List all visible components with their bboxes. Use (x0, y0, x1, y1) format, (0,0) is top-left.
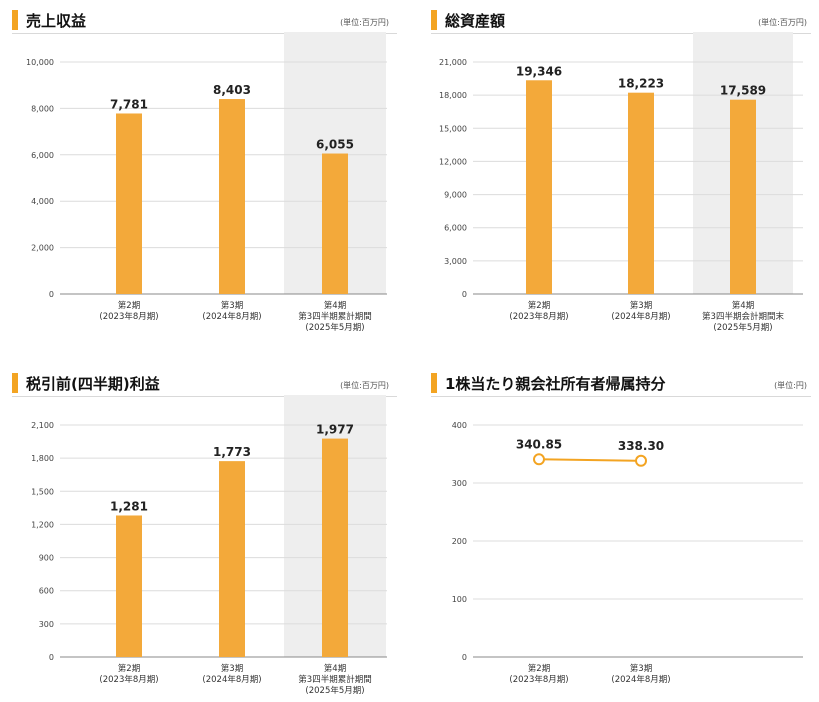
chart-title: 売上収益 (26, 12, 87, 30)
y-tick-label: 2,100 (31, 421, 54, 430)
category-label: (2023年8月期) (99, 311, 158, 322)
category-label: 第2期 (528, 300, 550, 311)
total-assets-bar-chart: 0 3,000 6,000 9,000 12,000 15,000 18,000 21,000… (439, 32, 803, 333)
data-label: 6,055 (316, 138, 354, 152)
category-label: 第3期 (221, 300, 243, 311)
equity-per-share-line-chart: 0 100 200 300 400 340.85 338.30 第2期(2023年8月期) 第3… (452, 421, 803, 685)
category-label: (2025年5月期) (305, 685, 364, 696)
y-tick-label: 21,000 (439, 58, 467, 67)
y-tick-label: 3,000 (444, 257, 467, 266)
bar (322, 153, 348, 294)
y-tick-label: 0 (49, 653, 54, 662)
data-label: 1,977 (316, 423, 354, 437)
data-label: 1,281 (110, 499, 148, 513)
y-tick-label: 8,000 (31, 104, 54, 113)
unit-label: (単位:百万円) (340, 381, 389, 390)
category-label: (2025年5月期) (713, 322, 772, 333)
category-label: 第3期 (630, 663, 652, 674)
category-label: (2024年8月期) (611, 311, 670, 322)
y-tick-label: 1,500 (31, 487, 54, 496)
chart-panel-equity-per-share: 1株当たり親会社所有者帰属持分 (単位:円) 0 100 200 300 400 340.… (431, 371, 811, 699)
y-tick-label: 2,000 (31, 244, 54, 253)
y-tick-label: 300 (452, 479, 467, 488)
data-point (635, 454, 647, 467)
y-tick-label: 15,000 (439, 124, 467, 133)
category-label: (2023年8月期) (509, 674, 568, 685)
data-label: 17,589 (720, 84, 766, 98)
category-label: 第2期 (118, 663, 140, 674)
y-tick-label: 9,000 (444, 191, 467, 200)
bar (730, 99, 756, 294)
title-divider (12, 33, 397, 34)
y-tick-label: 600 (39, 587, 54, 596)
category-label: (2024年8月期) (202, 674, 261, 685)
revenue-bar-chart: 0 2,000 4,000 6,000 8,000 10,000 7,781 8,403 6,0… (26, 32, 387, 333)
chart-title: 1株当たり親会社所有者帰属持分 (445, 375, 666, 393)
y-tick-label: 18,000 (439, 91, 467, 100)
y-tick-label: 100 (452, 595, 467, 604)
category-label: (2023年8月期) (99, 674, 158, 685)
category-label: 第3期 (630, 300, 652, 311)
chart-panel-revenue: 売上収益 (単位:百万円) 0 2,000 4,000 6,000 8,000 10,00… (12, 8, 397, 348)
data-label: 19,346 (516, 64, 562, 78)
y-tick-label: 300 (39, 620, 54, 629)
y-tick-label: 1,200 (31, 520, 54, 529)
y-tick-label: 10,000 (26, 58, 54, 67)
category-label: 第4期 (324, 300, 346, 311)
y-tick-label: 12,000 (439, 157, 467, 166)
title-divider (12, 396, 397, 397)
data-label: 18,223 (618, 77, 664, 91)
y-tick-label: 200 (452, 537, 467, 546)
title-divider (431, 33, 811, 34)
category-label: 第3期 (221, 663, 243, 674)
y-tick-label: 6,000 (444, 224, 467, 233)
bar (219, 461, 245, 657)
unit-label: (単位:百万円) (340, 18, 389, 27)
category-label: (2023年8月期) (509, 311, 568, 322)
data-label: 7,781 (110, 97, 148, 111)
chart-title: 総資産額 (445, 12, 506, 30)
y-tick-label: 400 (452, 421, 467, 430)
y-tick-label: 0 (462, 290, 467, 299)
title-accent-bar (12, 373, 18, 393)
title-accent-bar (431, 373, 437, 393)
unit-label: (単位:百万円) (758, 18, 807, 27)
data-label: 338.30 (618, 439, 664, 453)
category-label: (2024年8月期) (611, 674, 670, 685)
title-accent-bar (12, 10, 18, 30)
y-tick-label: 4,000 (31, 197, 54, 206)
chart-panel-pretax-profit: 税引前(四半期)利益 (単位:百万円) 0 300 600 900 1,200 1,500… (12, 371, 397, 699)
data-label: 8,403 (213, 83, 251, 97)
category-label: 第3四半期累計期間 (298, 674, 371, 685)
category-label: 第4期 (732, 300, 754, 311)
y-tick-label: 6,000 (31, 151, 54, 160)
bar (526, 80, 552, 294)
y-tick-label: 0 (49, 290, 54, 299)
data-label: 1,773 (213, 445, 251, 459)
chart-title: 税引前(四半期)利益 (26, 375, 160, 393)
title-divider (431, 396, 811, 397)
data-point (533, 453, 545, 466)
category-label: 第3四半期会計期間末 (702, 311, 784, 322)
category-label: (2024年8月期) (202, 311, 261, 322)
title-accent-bar (431, 10, 437, 30)
category-label: 第2期 (528, 663, 550, 674)
category-label: 第2期 (118, 300, 140, 311)
bar (116, 515, 142, 657)
category-label: 第4期 (324, 663, 346, 674)
bar (116, 113, 142, 294)
y-tick-label: 0 (462, 653, 467, 662)
unit-label: (単位:円) (774, 381, 807, 390)
bar (219, 99, 245, 294)
category-label: (2025年5月期) (305, 322, 364, 333)
data-label: 340.85 (516, 437, 562, 451)
category-label: 第3四半期累計期間 (298, 311, 371, 322)
y-tick-label: 900 (39, 554, 54, 563)
chart-panel-total-assets: 総資産額 (単位:百万円) 0 3,000 6,000 9,000 12,000 15,0… (431, 8, 811, 348)
y-tick-label: 1,800 (31, 454, 54, 463)
bar (628, 92, 654, 295)
bar (322, 438, 348, 657)
series-line (538, 458, 642, 462)
pretax-profit-bar-chart: 0 300 600 900 1,200 1,500 1,800 2,100 1,281 1,773… (31, 395, 387, 696)
